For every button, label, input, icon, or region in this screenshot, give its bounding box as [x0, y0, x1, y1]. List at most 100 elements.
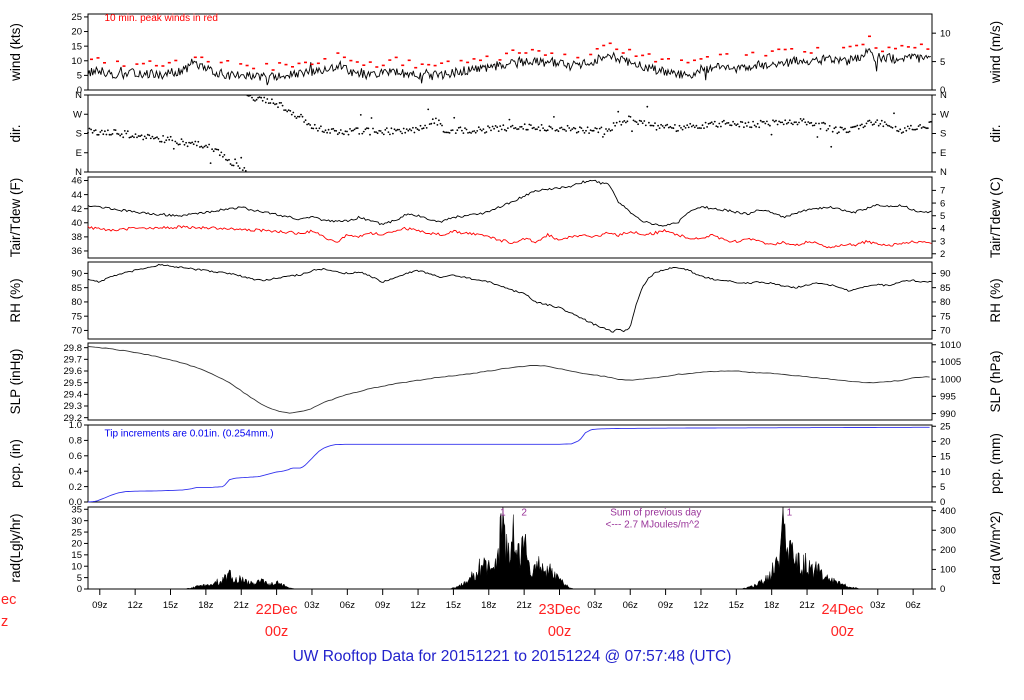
- ytick-right-pcp: 15: [940, 452, 951, 463]
- xtick-label: 18z: [198, 600, 214, 611]
- ytick-right-slp: 1005: [940, 357, 961, 368]
- ytick-left-slp: 29.5: [64, 378, 83, 389]
- series-sea-level-pressure: [87, 346, 930, 414]
- ytick-left-wind: 5: [77, 71, 82, 82]
- ytick-left-dir: N: [75, 167, 82, 178]
- ytick-left-rh: 85: [71, 283, 82, 294]
- xtick-label: 12z: [693, 600, 709, 611]
- ytick-right-dir: S: [940, 129, 946, 140]
- ytick-right-dir: W: [940, 109, 949, 120]
- ytick-right-temp: 7: [940, 186, 945, 197]
- xtick-day-hour: 00z: [548, 624, 571, 640]
- ytick-left-rh: 90: [71, 269, 82, 280]
- ytick-right-rad: 200: [940, 545, 956, 556]
- ytick-left-dir: E: [76, 148, 82, 159]
- ytick-right-slp: 995: [940, 392, 956, 403]
- ytick-right-slp: 1010: [940, 340, 961, 351]
- ytick-left-dir: N: [75, 90, 82, 101]
- ytick-left-rad: 15: [71, 550, 82, 561]
- clipped-day-label-line2: z: [1, 614, 8, 630]
- axis-label-left-rh: RH (%): [8, 278, 23, 322]
- annotation-rad-3: <--- 2.7 MJoules/m^2: [606, 520, 700, 531]
- series-precip-accum: [87, 426, 930, 503]
- xtick-label: 21z: [799, 600, 815, 611]
- xtick-label: 06z: [623, 600, 639, 611]
- xtick-label: 15z: [729, 600, 745, 611]
- ytick-left-rad: 0: [77, 584, 82, 595]
- xtick-day-label: 23Dec: [539, 602, 581, 618]
- axis-label-left-pcp: pcp. (in): [8, 439, 23, 488]
- panel-pcp: 1.0 0.8 0.6 0.4 0.2 0.0 25 20 15 10 5 0 pcp. (in) pcp…: [8, 420, 1003, 508]
- ytick-left-dir: S: [76, 129, 82, 140]
- xtick-label: 21z: [234, 600, 250, 611]
- ytick-right-temp: 2: [940, 249, 945, 260]
- ytick-left-slp: 29.8: [64, 343, 83, 354]
- ytick-right-dir: N: [940, 90, 947, 101]
- ytick-left-temp: 44: [71, 190, 82, 201]
- axis-label-left-rad: rad(Lgly/hr): [8, 513, 23, 582]
- xtick-label: 09z: [92, 600, 108, 611]
- ytick-left-dir: W: [73, 109, 82, 120]
- x-axis: 09z 12z 15z 18z 21z 22Dec 00z 03z 06z 09z 12z 15z 18…: [92, 589, 921, 640]
- xtick-label: 18z: [764, 600, 780, 611]
- axis-label-right-temp: Tair/Tdew (C): [988, 177, 1003, 258]
- ytick-left-slp: 29.4: [64, 390, 83, 401]
- ytick-right-wind: 0: [940, 85, 945, 96]
- ytick-right-rh: 75: [940, 311, 951, 322]
- panel-temp: 46 44 42 40 38 36 76 5 43 2 Tair/Tdew (F) Tair/Tdew…: [8, 176, 1003, 260]
- series-relative-humidity: [87, 263, 932, 333]
- axis-label-right-pcp: pcp. (mm): [988, 433, 1003, 494]
- axis-label-left-wind: wind (kts): [8, 23, 23, 82]
- xtick-label: 15z: [446, 600, 462, 611]
- annotation-rad-1: 2: [521, 508, 527, 519]
- ytick-left-rad: 5: [77, 573, 82, 584]
- ytick-left-slp: 29.3: [64, 401, 83, 412]
- ytick-left-pcp: 1.0: [69, 420, 82, 431]
- ytick-right-pcp: 25: [940, 421, 951, 432]
- ytick-right-rad: 0: [940, 584, 945, 595]
- ytick-right-temp: 6: [940, 198, 945, 209]
- ytick-left-rh: 75: [71, 311, 82, 322]
- ytick-left-temp: 36: [71, 246, 82, 257]
- ytick-left-pcp: 0.2: [69, 482, 82, 493]
- ytick-left-temp: 38: [71, 232, 82, 243]
- ytick-right-dir: N: [940, 167, 947, 178]
- ytick-left-temp: 42: [71, 204, 82, 215]
- axis-label-left-temp: Tair/Tdew (F): [8, 178, 23, 258]
- annotation-rad-0: 1: [500, 508, 506, 519]
- ytick-right-pcp: 10: [940, 467, 951, 478]
- series-wind-peaks: [90, 35, 930, 71]
- series-solar-radiation: [88, 506, 932, 590]
- series-tair: [87, 179, 932, 227]
- axis-label-right-rad: rad (W/m^2): [988, 511, 1003, 585]
- axis-label-right-slp: SLP (hPa): [988, 350, 1003, 412]
- xtick-label: 06z: [905, 600, 921, 611]
- xtick-label: 21z: [516, 600, 532, 611]
- ytick-right-temp: 4: [940, 224, 945, 235]
- axis-label-right-rh: RH (%): [988, 278, 1003, 322]
- ytick-right-rh: 80: [940, 297, 951, 308]
- ytick-left-rad: 25: [71, 527, 82, 538]
- ytick-right-rh: 70: [940, 326, 951, 337]
- ytick-left-pcp: 0.0: [69, 497, 82, 508]
- ytick-left-wind: 25: [71, 12, 82, 23]
- annotation-wind-0: 10 min. peak winds in red: [105, 13, 218, 24]
- ytick-left-rh: 70: [71, 326, 82, 337]
- xtick-label: 18z: [481, 600, 497, 611]
- ytick-left-rad: 20: [71, 539, 82, 550]
- ytick-right-wind: 5: [940, 57, 945, 68]
- ytick-right-wind: 10: [940, 28, 951, 39]
- xtick-day-hour: 00z: [265, 624, 288, 640]
- ytick-right-rh: 90: [940, 269, 951, 280]
- ytick-left-rad: 30: [71, 516, 82, 527]
- xtick-label: 12z: [410, 600, 426, 611]
- ytick-right-slp: 990: [940, 409, 956, 420]
- xtick-label: 12z: [127, 600, 143, 611]
- xtick-label: 09z: [375, 600, 391, 611]
- xtick-label: 03z: [870, 600, 886, 611]
- xtick-label: 03z: [304, 600, 320, 611]
